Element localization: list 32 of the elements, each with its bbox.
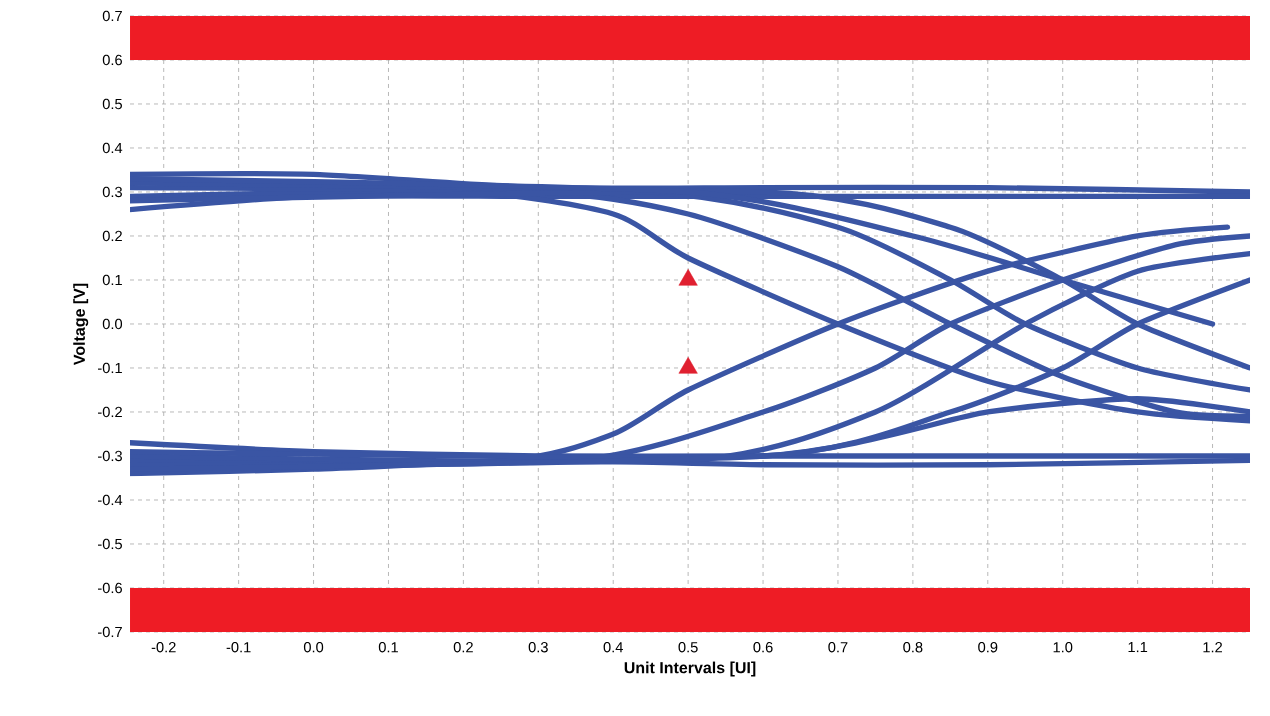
y-tick-label: 0.0 [102, 318, 123, 330]
x-tick-label: 0.6 [753, 642, 773, 653]
y-axis-title: Voltage [V] [73, 283, 89, 366]
x-tick-label: 0.9 [978, 642, 998, 653]
y-tick-label: 0.4 [102, 142, 123, 154]
y-tick-label: 0.1 [102, 274, 122, 286]
x-tick-label: 0.3 [528, 642, 548, 653]
x-tick-label: 1.1 [1128, 642, 1148, 653]
x-axis-title: Unit Intervals [UI] [624, 661, 756, 677]
y-tick-label: 0.5 [102, 98, 122, 110]
x-tick-label: 1.0 [1053, 642, 1073, 653]
x-tick-label: 0.1 [378, 642, 398, 653]
y-tick-label: -0.3 [98, 450, 122, 462]
y-tick-label: -0.1 [98, 362, 122, 374]
y-tick-label: -0.6 [98, 582, 122, 594]
y-tick-label: -0.7 [98, 626, 122, 638]
x-tick-label: -0.1 [226, 642, 251, 653]
y-tick-label: 0.6 [102, 54, 122, 66]
x-tick-label: 0.0 [303, 642, 324, 653]
y-tick-label: 0.2 [102, 230, 122, 242]
x-tick-label: 0.2 [453, 642, 473, 653]
y-tick-label: 0.7 [102, 10, 122, 22]
y-tick-label: -0.5 [98, 538, 122, 550]
x-tick-label: 0.7 [828, 642, 848, 653]
y-tick-label: 0.3 [102, 186, 122, 198]
x-tick-label: -0.2 [151, 642, 176, 653]
y-tick-label: -0.2 [98, 406, 122, 418]
y-tick-label: -0.4 [98, 494, 123, 506]
x-tick-label: 1.2 [1203, 642, 1223, 653]
x-tick-label: 0.8 [903, 642, 923, 653]
x-tick-label: 0.4 [603, 642, 623, 653]
x-tick-label: 0.5 [678, 642, 698, 653]
